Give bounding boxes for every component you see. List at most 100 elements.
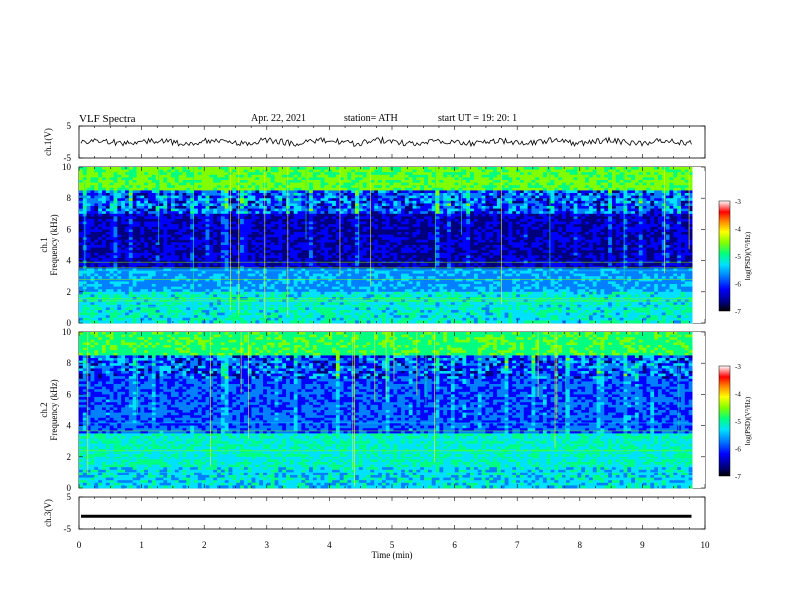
spectrogram-cell bbox=[90, 221, 95, 225]
spectrogram-cell bbox=[278, 312, 283, 316]
spectrogram-cell bbox=[148, 185, 153, 189]
spectrogram-cell bbox=[255, 310, 260, 313]
spectrogram-cell bbox=[297, 234, 302, 238]
spectrogram-cell bbox=[182, 193, 187, 196]
spectrogram-cell bbox=[171, 224, 176, 228]
spectrogram-cell bbox=[393, 289, 398, 293]
spectrogram-cell bbox=[263, 286, 268, 290]
spectrogram-cell bbox=[163, 320, 168, 324]
spectrogram-cell bbox=[190, 182, 195, 186]
spectrogram-cell bbox=[374, 206, 379, 209]
spectrogram-cell bbox=[297, 216, 302, 220]
spectrogram-cell bbox=[148, 187, 153, 191]
spectrogram-cell bbox=[132, 289, 137, 293]
spectrogram-cell bbox=[293, 250, 298, 254]
spectrogram-cell bbox=[190, 206, 195, 209]
spectrogram-cell bbox=[301, 291, 306, 295]
spectrogram-cell bbox=[79, 252, 84, 256]
spectrogram-cell bbox=[194, 302, 199, 306]
spectrogram-cell bbox=[194, 317, 199, 321]
spectrogram-cell bbox=[309, 219, 314, 222]
spectrogram-cell bbox=[224, 234, 229, 238]
spectrogram-cell bbox=[113, 265, 118, 269]
spectrogram-cell bbox=[393, 172, 398, 176]
spectrogram-cell bbox=[174, 234, 180, 238]
spectrogram-cell bbox=[266, 182, 272, 186]
spectrogram-cell bbox=[381, 206, 387, 209]
spectrogram-cell bbox=[121, 190, 126, 194]
spectrogram-cell bbox=[324, 252, 329, 256]
spectrogram-cell bbox=[151, 315, 157, 319]
spectrogram-cell bbox=[328, 172, 333, 176]
spectrogram-cell bbox=[90, 229, 95, 233]
spectrogram-cell bbox=[113, 315, 118, 319]
spectrogram-cell bbox=[197, 182, 203, 186]
spectrogram-cell bbox=[217, 245, 222, 248]
spectrogram-cell bbox=[339, 307, 344, 311]
spectrogram-cell bbox=[293, 221, 298, 225]
spectrogram-cell bbox=[94, 294, 99, 298]
spectrogram-cell bbox=[370, 203, 375, 207]
spectrogram-cell bbox=[240, 182, 245, 186]
spectrogram-cell bbox=[301, 234, 306, 238]
spectrogram-cell bbox=[224, 221, 229, 225]
spectrogram-cell bbox=[197, 278, 203, 282]
spectrogram-cell bbox=[171, 271, 176, 274]
spectrogram-cell bbox=[286, 174, 291, 178]
spectrogram-cell bbox=[197, 213, 203, 217]
spectrogram-cell bbox=[125, 177, 130, 181]
spectrogram-cell bbox=[197, 312, 203, 316]
spectrogram-cell bbox=[163, 187, 168, 191]
spectrogram-cell bbox=[174, 224, 180, 228]
spectrogram-cell bbox=[397, 177, 402, 181]
spectrogram-cell bbox=[324, 320, 329, 324]
spectrogram-cell bbox=[155, 193, 160, 196]
spectrogram-cell bbox=[174, 271, 180, 274]
spectrogram-cell bbox=[102, 187, 107, 191]
spectrogram-cell bbox=[339, 258, 344, 261]
spectrogram-cell bbox=[305, 226, 310, 230]
spectrogram-cell bbox=[163, 169, 168, 173]
spectrogram-cell bbox=[301, 278, 306, 282]
spectrogram-cell bbox=[121, 320, 126, 324]
spectrogram-cell bbox=[251, 172, 256, 176]
spectrogram-cell bbox=[274, 307, 279, 311]
spectrogram-cell bbox=[309, 198, 314, 202]
spectrogram-cell bbox=[266, 208, 272, 212]
spectrogram-cell bbox=[343, 255, 348, 259]
spectrogram-cell bbox=[140, 237, 145, 241]
spectrogram-cell bbox=[178, 219, 183, 222]
spectrogram-cell bbox=[347, 278, 352, 282]
spectrogram-cell bbox=[228, 320, 233, 324]
spectrogram-cell bbox=[163, 193, 168, 196]
spectrogram-cell bbox=[305, 250, 310, 254]
spectrogram-cell bbox=[297, 268, 302, 272]
spectrogram-cell bbox=[247, 312, 252, 316]
spectrogram-cell bbox=[366, 307, 371, 311]
spectrogram-cell bbox=[312, 198, 318, 202]
spectrogram-cell bbox=[282, 224, 287, 228]
spectrogram-cell bbox=[159, 232, 164, 235]
spectrogram-cell bbox=[362, 187, 367, 191]
spectrogram-cell bbox=[240, 206, 245, 209]
spectrogram-cell bbox=[374, 317, 379, 321]
spectrogram-cell bbox=[86, 226, 91, 230]
spectrogram-cell bbox=[278, 174, 283, 178]
spectrogram-cell bbox=[121, 182, 126, 186]
spectrogram-cell bbox=[236, 242, 241, 246]
spectrogram-cell bbox=[305, 271, 310, 274]
spectrogram-cell bbox=[167, 310, 172, 313]
spectrogram-cell bbox=[263, 203, 268, 207]
spectrogram-cell bbox=[109, 315, 114, 319]
spectrogram-cell bbox=[182, 310, 187, 313]
spectrogram-cell bbox=[309, 203, 314, 207]
spectrogram-cell bbox=[263, 247, 268, 251]
spectrogram-cell bbox=[121, 234, 126, 238]
spectrogram-cell bbox=[220, 268, 226, 272]
spectrogram-cell bbox=[174, 180, 180, 183]
spectrogram-cell bbox=[370, 245, 375, 248]
spectrogram-cell bbox=[339, 245, 344, 248]
spectrogram-cell bbox=[174, 193, 180, 196]
spectrogram-cell bbox=[224, 307, 229, 311]
spectrogram-cell bbox=[320, 219, 325, 222]
